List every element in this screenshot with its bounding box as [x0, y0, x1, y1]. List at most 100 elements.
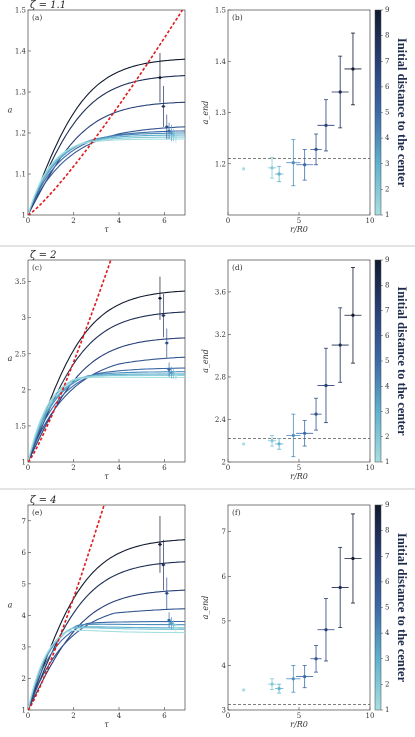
y-tick-label: 1 — [22, 707, 26, 715]
x-axis-label: r/R0 — [290, 720, 308, 729]
colorbar-tick-label: 2 — [385, 185, 389, 193]
plot-frame — [27, 504, 186, 711]
data-point — [351, 556, 355, 561]
colorbar-tick-label: 5 — [385, 109, 389, 117]
x-tick-label: 6 — [162, 712, 167, 720]
x-tick-label: 0 — [26, 217, 30, 225]
plot-frame — [227, 9, 371, 216]
model-curve — [28, 101, 185, 215]
x-axis-label: τ — [104, 720, 109, 729]
y-tick-label: 5 — [222, 617, 226, 625]
y-tick-label: 1.1 — [15, 171, 26, 179]
data-point — [270, 439, 274, 443]
model-curve — [28, 626, 185, 710]
y-tick-label: 7 — [22, 517, 26, 525]
colorbar-tick-label: 5 — [385, 357, 389, 365]
x-tick-label: 2 — [71, 712, 75, 720]
model-curve — [28, 373, 185, 462]
endpoint-point — [165, 591, 169, 595]
plot-frame — [27, 9, 186, 216]
colorbar-tick-label: 9 — [385, 501, 389, 509]
colorbar-title: Initial distance to the center — [395, 533, 409, 683]
endpoint-point — [172, 372, 176, 376]
colorbar-tick-label: 4 — [385, 629, 390, 637]
data-point — [338, 343, 342, 347]
endpoint-point — [174, 374, 178, 377]
chart-panel-e: 0 2 4 6 1 2 3 4 5 6 7 (e) ζ = 4 τ a — [8, 495, 186, 729]
y-axis-label: a — [8, 106, 13, 115]
x-tick-label: 0 — [26, 712, 30, 720]
colorbar-tick-label: 3 — [385, 655, 389, 663]
data-point — [303, 163, 307, 167]
y-tick-label: 1 — [22, 459, 26, 467]
x-axis-label: r/R0 — [290, 225, 308, 234]
data-point — [291, 677, 295, 681]
x-tick-label: 10 — [366, 217, 375, 225]
endpoint-point — [174, 626, 178, 630]
plot-frame — [227, 259, 371, 463]
colorbar-tick-label: 9 — [385, 256, 389, 264]
model-curve — [28, 629, 185, 710]
panel-label: (f) — [232, 508, 241, 517]
y-axis-label: a_end — [201, 596, 210, 620]
y-tick-label: 1.5 — [215, 7, 226, 15]
y-tick-label: 2 — [22, 675, 26, 683]
x-tick-label: 5 — [297, 712, 301, 720]
colorbar-tick-label: 9 — [385, 6, 389, 14]
endpoint-point — [167, 368, 171, 372]
chart-panel-d: 0 5 10 2 2.4 2.8 3.2 3.6 (d) r/R0 a_end 1 2 3 4 5 6 7 8 9 In… — [201, 256, 409, 481]
data-point — [324, 123, 328, 127]
chart-panel-a: 0 2 4 6 1 1.1 1.2 1.3 1.4 1.5 (a) ζ = 1.1 τ a — [8, 0, 186, 234]
data-point — [277, 687, 281, 691]
colorbar-title: Initial distance to the center — [395, 38, 409, 188]
model-curve — [28, 376, 185, 462]
x-tick-label: 0 — [226, 464, 230, 472]
colorbar — [374, 259, 382, 463]
data-point — [338, 90, 342, 94]
y-tick-label: 1.5 — [15, 422, 26, 430]
colorbar-tick-label: 8 — [385, 281, 389, 289]
x-axis-label: τ — [104, 472, 109, 481]
endpoint-point — [161, 104, 165, 108]
colorbar-tick-label: 3 — [385, 160, 389, 168]
model-curve — [28, 627, 185, 710]
chart-panel-b: 0 5 10 1.2 1.3 1.4 1.5 (b) r/R0 a_end 1 2 3 4 5 6 7 8 9 Ini… — [201, 6, 409, 234]
data-point — [351, 313, 355, 317]
data-point — [277, 172, 281, 176]
y-tick-label: 1.3 — [215, 109, 226, 117]
data-point — [242, 167, 246, 171]
x-tick-label: 2 — [71, 464, 75, 472]
x-axis-label: τ — [104, 225, 109, 234]
endpoint-point — [158, 76, 162, 80]
model-curve — [28, 367, 185, 462]
endpoint-point — [158, 296, 162, 300]
endpoint-point — [174, 135, 178, 139]
model-curve — [28, 356, 185, 462]
endpoint-point — [165, 125, 169, 129]
plot-frame — [227, 504, 371, 711]
colorbar-tick-label: 4 — [385, 134, 390, 142]
y-tick-label: 3 — [222, 707, 226, 715]
limit-curve — [28, 260, 113, 462]
endpoint-point — [169, 131, 173, 135]
y-tick-label: 5 — [22, 580, 26, 588]
x-tick-label: 0 — [226, 217, 230, 225]
data-point — [303, 431, 307, 435]
x-tick-label: 10 — [366, 712, 375, 720]
model-curve — [28, 371, 185, 462]
data-point — [242, 688, 246, 692]
panel-title: ζ = 1.1 — [30, 0, 66, 11]
data-point — [270, 166, 274, 170]
x-tick-label: 4 — [117, 464, 122, 472]
x-tick-label: 0 — [226, 712, 230, 720]
data-point — [324, 383, 328, 388]
y-tick-label: 1.5 — [15, 7, 26, 15]
y-tick-label: 2 — [22, 386, 26, 394]
y-axis-label: a_end — [201, 101, 210, 125]
colorbar-tick-label: 6 — [385, 332, 390, 340]
endpoint-point — [169, 371, 173, 374]
limit-curve — [28, 505, 106, 710]
y-tick-label: 1.2 — [15, 130, 26, 138]
colorbar-tick-label: 1 — [385, 706, 389, 714]
